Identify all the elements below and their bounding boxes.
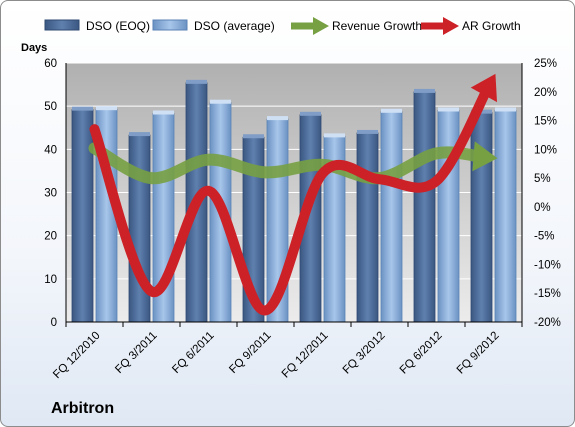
bar-cap bbox=[414, 88, 435, 93]
legend-label: DSO (average) bbox=[194, 19, 275, 33]
bar-cap bbox=[300, 111, 321, 116]
y-axis-title: Days bbox=[21, 42, 47, 54]
legend-swatch bbox=[152, 19, 188, 31]
bar-cap bbox=[72, 106, 93, 111]
x-tick-label: FQ 6/2012 bbox=[398, 330, 445, 377]
bar-cap bbox=[495, 107, 516, 112]
y-tick-label: 20 bbox=[44, 231, 57, 243]
bar-cap bbox=[243, 134, 264, 139]
bar-cap bbox=[210, 99, 231, 104]
y2-tick-label: -5% bbox=[534, 231, 554, 243]
series-line bbox=[89, 81, 494, 316]
x-tick-label: FQ 3/2012 bbox=[341, 330, 388, 377]
y-tick-label: 60 bbox=[44, 58, 57, 70]
bar bbox=[71, 109, 94, 323]
x-tick-label: FQ 9/2012 bbox=[455, 330, 502, 377]
bar-cap bbox=[438, 107, 459, 112]
y2-tick-label: -20% bbox=[534, 317, 561, 329]
company-title: Arbitron bbox=[51, 400, 115, 417]
bar-cap bbox=[186, 79, 207, 84]
y-tick-label: 40 bbox=[44, 144, 57, 156]
plot-area: 0 10 20 30 40 50 60 -20% -15% -10% -5% 0% 5% 10% 15% 20… bbox=[44, 58, 561, 381]
bar bbox=[380, 111, 403, 323]
y-tick-label: 0 bbox=[51, 317, 57, 329]
bar-cap bbox=[153, 110, 174, 115]
bar bbox=[494, 110, 517, 323]
bar-cap bbox=[129, 132, 150, 137]
legend-swatch bbox=[44, 19, 80, 31]
y-tick-label: 10 bbox=[44, 274, 57, 286]
x-tick-label: FQ 12/2010 bbox=[51, 330, 102, 381]
x-tick-label: FQ 3/2011 bbox=[113, 330, 159, 376]
series-arrowhead bbox=[472, 141, 498, 172]
y2-tick-label: -15% bbox=[534, 288, 561, 300]
x-tick-label: FQ 6/2011 bbox=[170, 330, 216, 376]
legend-arrow bbox=[313, 17, 329, 35]
bar bbox=[437, 110, 460, 323]
y2-tick-label: 0% bbox=[534, 202, 551, 214]
legend: DSO (EOQ) DSO (average) Revenue Growth AR G… bbox=[44, 17, 521, 35]
series-line bbox=[88, 142, 490, 185]
legend-arrow bbox=[443, 17, 459, 35]
series-arrowhead bbox=[470, 73, 498, 103]
y-tick-label: 50 bbox=[44, 101, 57, 113]
y2-tick-label: 20% bbox=[534, 87, 557, 99]
bar-cap bbox=[357, 129, 378, 134]
bar-cap bbox=[96, 106, 117, 111]
y-tick-label: 30 bbox=[44, 188, 57, 200]
bar bbox=[356, 132, 379, 323]
bar bbox=[413, 91, 436, 323]
x-tick-label: FQ 12/2011 bbox=[280, 330, 331, 381]
y2-tick-label: -10% bbox=[534, 259, 561, 271]
legend-label: Revenue Growth bbox=[332, 19, 422, 33]
legend-label: DSO (EOQ) bbox=[86, 19, 150, 33]
bar-cap bbox=[267, 116, 288, 121]
y2-tick-label: 15% bbox=[534, 116, 557, 128]
bar bbox=[470, 112, 493, 323]
bar-cap bbox=[324, 133, 345, 138]
y2-tick-label: 5% bbox=[534, 173, 551, 185]
bar-cap bbox=[381, 108, 402, 113]
x-tick-label: FQ 9/2011 bbox=[227, 330, 273, 376]
legend-label: AR Growth bbox=[462, 19, 521, 33]
y2-tick-label: 10% bbox=[534, 144, 557, 156]
y2-tick-label: 25% bbox=[534, 58, 557, 70]
